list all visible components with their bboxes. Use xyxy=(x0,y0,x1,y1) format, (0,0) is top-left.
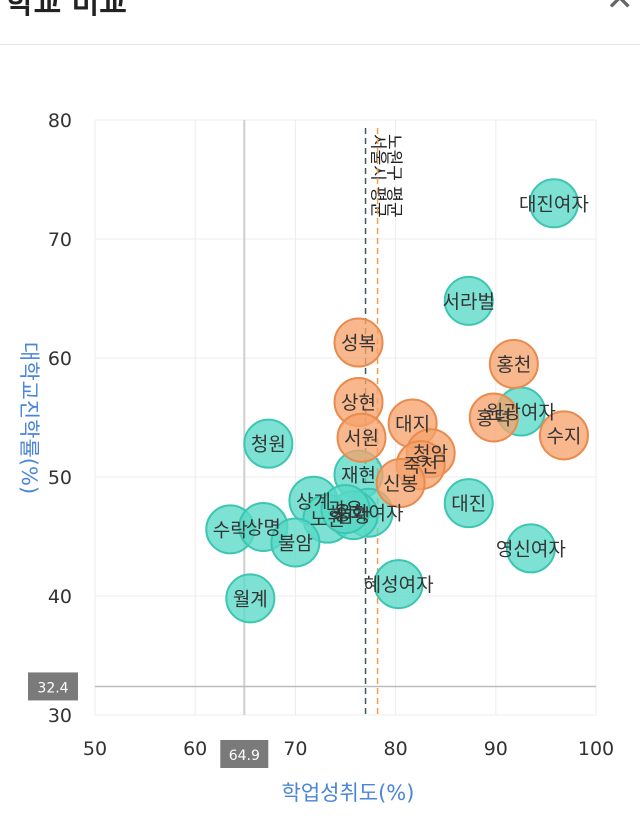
point-label: 죽전 xyxy=(403,455,438,477)
data-point[interactable] xyxy=(468,392,519,443)
y-tick-label: 50 xyxy=(48,467,72,489)
data-point[interactable] xyxy=(225,573,276,624)
point-label: 광운 xyxy=(328,499,363,521)
data-point[interactable] xyxy=(528,178,579,229)
point-label: 상현 xyxy=(341,392,376,414)
y-axis-title: 대학교진학률(%) xyxy=(17,342,41,494)
point-label: 노원 xyxy=(310,509,345,531)
x-tick-label: 80 xyxy=(384,738,408,760)
point-label: 혜성여자 xyxy=(364,574,434,596)
y-tick-label: 40 xyxy=(48,586,72,608)
y-tick-label: 80 xyxy=(48,110,72,132)
data-point[interactable] xyxy=(243,418,294,469)
x-tick-label: 50 xyxy=(83,738,107,760)
point-label: 청원 xyxy=(251,434,286,456)
point-label: 원광여자 xyxy=(486,402,556,424)
y-tick-label: 70 xyxy=(48,229,72,251)
point-label: 영신여자 xyxy=(496,538,566,560)
data-point[interactable] xyxy=(320,484,371,535)
y-tick-label: 30 xyxy=(48,705,72,727)
data-point[interactable] xyxy=(336,412,387,463)
close-icon[interactable]: ✕ xyxy=(606,0,635,16)
point-label: 성복 xyxy=(341,333,376,355)
data-point[interactable] xyxy=(270,517,321,568)
point-label: 상명 xyxy=(246,517,281,539)
point-label: 청암 xyxy=(413,443,448,465)
crosshair-x-label: 64.9 xyxy=(229,748,260,764)
data-points xyxy=(205,178,589,624)
crosshair-x-badge xyxy=(220,740,269,768)
data-point[interactable] xyxy=(333,317,384,368)
point-label: 신봉 xyxy=(383,473,418,495)
x-tick-label: 70 xyxy=(283,738,307,760)
point-label: 서라벌 xyxy=(443,291,495,313)
data-point[interactable] xyxy=(443,275,494,326)
x-tick-label: 100 xyxy=(578,738,614,760)
x-axis-title: 학업성취도(%) xyxy=(282,781,415,805)
point-label: 홍덕 xyxy=(476,408,511,430)
point-label: 홍천 xyxy=(496,354,531,376)
data-point[interactable] xyxy=(373,559,424,610)
top-bar: 학교 비교 ✕ xyxy=(0,0,640,45)
crosshair-y-badge xyxy=(28,672,78,701)
page-title: 학교 비교 xyxy=(6,0,127,21)
point-label: 대지 xyxy=(395,413,430,435)
data-point[interactable] xyxy=(505,523,556,574)
data-point[interactable] xyxy=(375,457,426,508)
data-point[interactable] xyxy=(443,478,494,529)
reference-line-label: 노원구 평균 xyxy=(384,134,404,218)
point-label: 대진여자 xyxy=(519,193,589,215)
point-label: 염광 xyxy=(336,505,371,527)
tick-labels: 30 40 50 60 70 80 50 60 70 80 90 100 64.9 32.4 xyxy=(28,110,614,768)
point-label: 서원 xyxy=(344,428,379,450)
point-label: 재현 xyxy=(341,465,376,487)
point-label: 수락 xyxy=(213,519,248,541)
point-label: 월계 xyxy=(233,588,268,610)
x-tick-label: 60 xyxy=(183,738,207,760)
y-tick-label: 60 xyxy=(48,348,72,370)
crosshair-y-label: 32.4 xyxy=(37,680,68,696)
reference-line-label: 서울시 평균 xyxy=(368,134,388,218)
point-label: 수지 xyxy=(546,425,581,447)
point-label: 용화여자 xyxy=(334,503,404,525)
point-label: 상계 xyxy=(296,491,331,513)
data-point[interactable] xyxy=(488,338,539,389)
x-tick-label: 90 xyxy=(484,738,508,760)
data-point[interactable] xyxy=(538,410,589,461)
point-label: 대진 xyxy=(451,493,486,515)
point-label: 불암 xyxy=(278,532,313,554)
